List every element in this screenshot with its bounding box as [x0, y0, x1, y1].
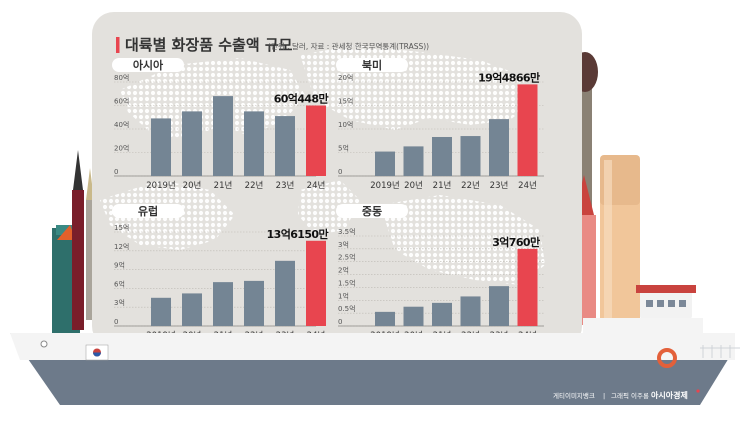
middle-east-bar-6: [517, 248, 538, 326]
asia-highlight-value-label: 60억448만: [274, 92, 329, 106]
north-america-bar-4: [460, 136, 481, 176]
middle-east-bar-5: [489, 286, 509, 326]
middle-east-y-tick-label: 2억: [338, 267, 349, 275]
north-america-bar-5: [489, 119, 509, 176]
north-america-y-tick-label: 10억: [338, 121, 353, 129]
europe-y-tick-label: 0: [114, 318, 118, 326]
credit-brand: 아시아경제: [651, 390, 688, 400]
credit-separator: |: [603, 392, 605, 400]
asia-bar-5: [275, 116, 295, 176]
asia-y-tick-label: 0: [114, 168, 118, 176]
asia-x-tick-label: 22년: [245, 180, 264, 191]
europe-bar-6: [306, 240, 326, 326]
north-america-bar-2: [403, 146, 424, 176]
asia-x-tick-label: 23년: [276, 180, 295, 191]
asia-x-tick-label: 2019년: [146, 180, 175, 191]
korean-flag-icon: [85, 344, 109, 361]
cargo-ship-illustration: [10, 285, 740, 405]
north-america-x-tick-label: 23년: [490, 180, 509, 191]
north-america-label-pill: [336, 58, 408, 72]
asia-bar-3: [213, 96, 233, 176]
middle-east-bar-2: [403, 306, 424, 326]
north-america-bar-3: [432, 136, 452, 176]
chart-north-america: 북미 0 5억 10억 15억 20억 2019년 20년 21년 22년 23년 24년 19억486…: [336, 58, 544, 191]
cosmetics-left-illustration: [52, 150, 94, 348]
north-america-y-tick-label: 0: [338, 168, 342, 176]
north-america-y-tick-label: 20억: [338, 74, 353, 82]
asia-y-tick-label: 80억: [114, 74, 129, 82]
europe-bar-4: [244, 280, 264, 326]
asia-y-tick-label: 20억: [114, 145, 129, 153]
europe-y-tick-label: 6억: [114, 280, 125, 288]
title-accent-bar: [116, 37, 120, 53]
europe-chart-title: 유럽: [138, 204, 158, 218]
middle-east-y-tick-label: 1.5억: [338, 279, 356, 287]
europe-y-tick-label: 12억: [114, 243, 129, 251]
asia-bar-1: [151, 118, 171, 176]
asia-label-pill: [112, 58, 184, 72]
middle-east-y-tick-label: 2.5억: [338, 254, 356, 262]
asia-x-tick-label: 20년: [183, 180, 202, 191]
north-america-y-tick-label: 5억: [338, 145, 349, 153]
life-ring-icon: [657, 348, 677, 368]
middle-east-bar-4: [460, 296, 481, 326]
middle-east-y-tick-label: 0.5억: [338, 305, 356, 313]
asia-bar-4: [244, 111, 264, 176]
north-america-highlight-value-label: 19억4866만: [478, 70, 540, 84]
asia-x-tick-label: 21년: [214, 180, 233, 191]
cosmetics-right-illustration: [572, 52, 640, 330]
europe-highlight-value-label: 13억6150만: [267, 227, 329, 241]
europe-y-tick-label: 15억: [114, 224, 129, 232]
page-title: 대륙별 화장품 수출액 규모: [125, 36, 293, 54]
middle-east-chart-title: 중동: [362, 205, 382, 218]
credits: 게티이미지뱅크 | 그래픽 이주룡 아시아경제: [553, 389, 700, 400]
credit-image-source: 게티이미지뱅크: [553, 391, 595, 400]
europe-bar-1: [151, 297, 171, 326]
middle-east-bar-3: [432, 302, 452, 326]
asia-x-tick-label: 24년: [307, 180, 326, 191]
europe-y-tick-label: 9억: [114, 262, 125, 270]
chart-asia: 아시아 0 20억 40억 60억 80억 2019년 20년 21년 22년 23년 24년 60억4…: [112, 58, 329, 191]
europe-bar-3: [213, 282, 233, 326]
asia-bar-2: [182, 111, 202, 176]
chart-title-group: 대륙별 화장품 수출액 규모 (단위 : 달러, 자료 : 관세청 한국무역통계…: [116, 36, 429, 54]
middle-east-y-tick-label: 3억: [338, 241, 349, 249]
asia-y-tick-label: 60억: [114, 98, 129, 106]
north-america-bar-1: [375, 151, 395, 176]
middle-east-label-pill: [336, 204, 408, 218]
asia-chart-title: 아시아: [133, 58, 164, 72]
europe-bar-2: [182, 293, 202, 326]
asia-y-tick-label: 40억: [114, 121, 129, 129]
north-america-chart-title: 북미: [362, 58, 382, 72]
north-america-x-tick-label: 20년: [404, 180, 423, 191]
middle-east-bar-1: [375, 311, 395, 326]
railing: [700, 345, 740, 358]
europe-bar-5: [275, 260, 295, 326]
europe-label-pill: [112, 204, 184, 218]
europe-y-tick-label: 3억: [114, 299, 125, 307]
middle-east-highlight-value-label: 3억760만: [492, 235, 540, 249]
credit-graphic-author: 그래픽 이주룡: [611, 391, 649, 400]
north-america-x-tick-label: 24년: [518, 180, 537, 191]
unit-note: (단위 : 달러, 자료 : 관세청 한국무역통계(TRASS)): [268, 41, 429, 51]
north-america-bar-6: [517, 84, 538, 176]
asia-bar-6: [306, 105, 326, 176]
middle-east-y-tick-label: 3.5억: [338, 228, 356, 236]
middle-east-y-tick-label: 0: [338, 318, 342, 326]
north-america-y-tick-label: 15억: [338, 98, 353, 106]
north-america-x-tick-label: 21년: [433, 180, 452, 191]
north-america-x-tick-label: 22년: [461, 180, 480, 191]
ship-deck-band: [10, 333, 735, 360]
middle-east-y-tick-label: 1억: [338, 292, 349, 300]
north-america-x-tick-label: 2019년: [370, 180, 399, 191]
